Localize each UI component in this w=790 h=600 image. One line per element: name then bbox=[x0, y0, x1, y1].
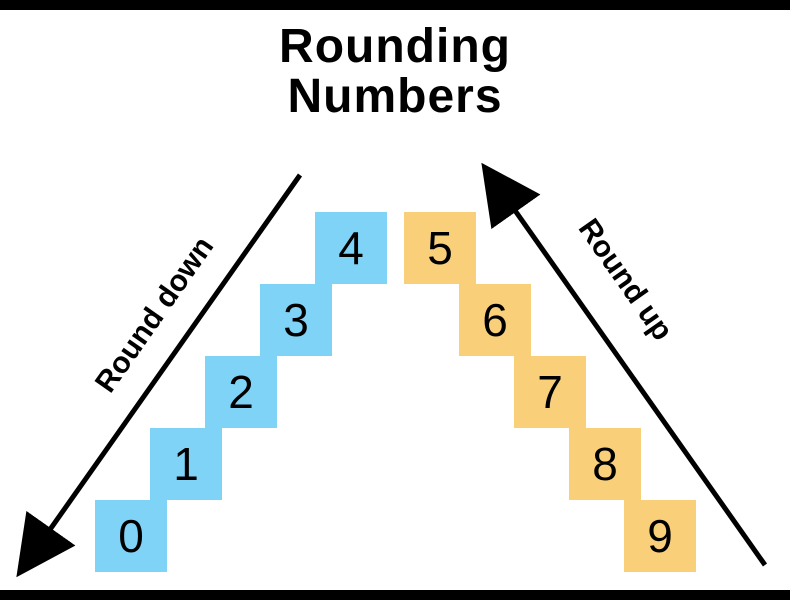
number-tile-4: 4 bbox=[315, 212, 387, 284]
number-tile-0: 0 bbox=[95, 500, 167, 572]
number-tile-1: 1 bbox=[150, 428, 222, 500]
number-tile-7: 7 bbox=[514, 356, 586, 428]
number-tile-3: 3 bbox=[260, 284, 332, 356]
number-tile-6: 6 bbox=[459, 284, 531, 356]
number-tile-8: 8 bbox=[569, 428, 641, 500]
number-tile-5: 5 bbox=[404, 212, 476, 284]
number-tile-9: 9 bbox=[624, 500, 696, 572]
number-tile-2: 2 bbox=[205, 356, 277, 428]
